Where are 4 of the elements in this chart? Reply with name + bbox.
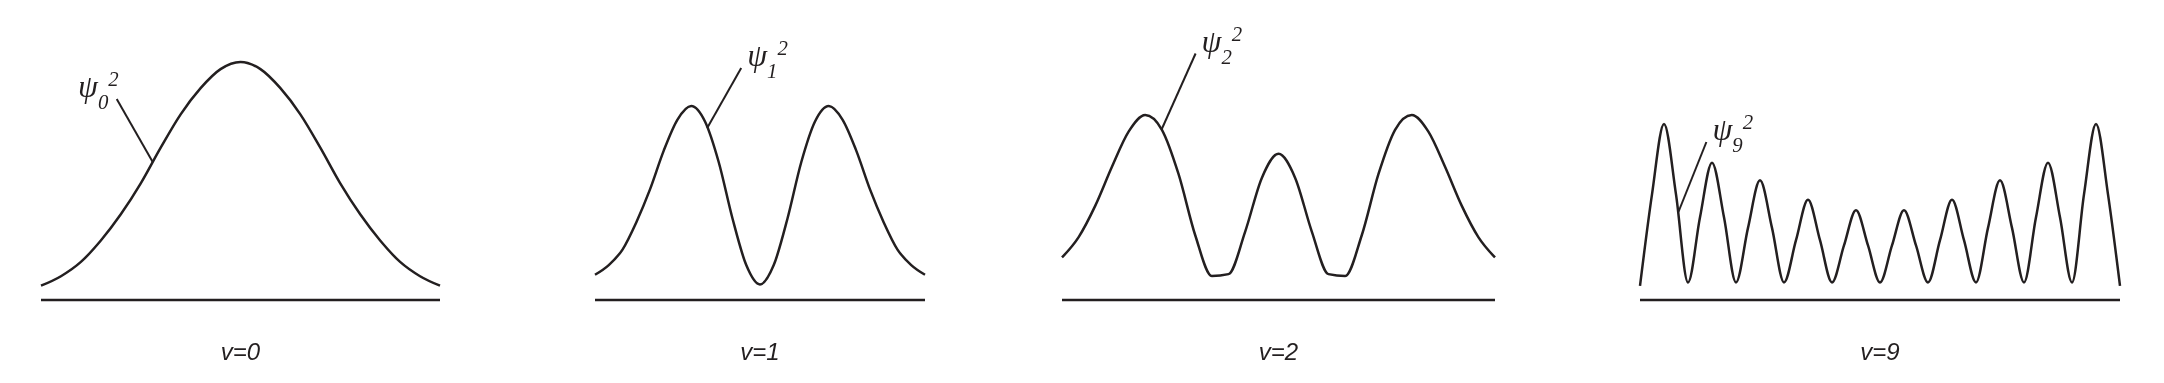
x-axis-title: v=9 bbox=[1860, 338, 1900, 365]
x-axis-title: v=1 bbox=[740, 338, 780, 365]
x-axis-title: v=2 bbox=[1258, 338, 1299, 365]
x-axis-title: v=0 bbox=[220, 338, 261, 365]
